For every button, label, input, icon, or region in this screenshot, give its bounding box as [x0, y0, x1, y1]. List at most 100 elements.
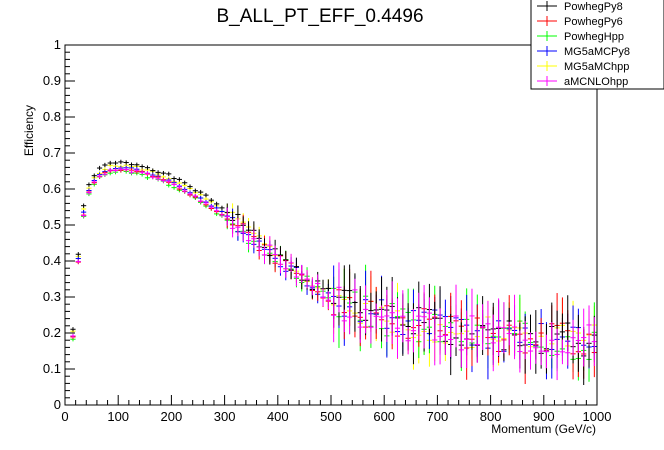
y-tick-label: 0.7 [43, 145, 61, 160]
data-point [134, 168, 140, 173]
data-point [123, 160, 129, 165]
x-tick-label: 100 [107, 409, 129, 424]
data-point [293, 267, 300, 286]
data-point [112, 168, 119, 173]
data-point [469, 288, 475, 344]
data-point [166, 179, 172, 184]
x-tick-label: 1000 [583, 409, 612, 424]
data-point [325, 291, 331, 310]
data-point [166, 171, 172, 177]
data-point [112, 160, 119, 166]
legend-label: MG5aMChpp [564, 61, 629, 73]
data-point [405, 327, 411, 355]
data-point [118, 167, 124, 172]
data-point [91, 173, 97, 178]
data-point [410, 308, 417, 353]
data-point [437, 308, 443, 365]
legend-label: PowhegHpp [564, 31, 624, 43]
data-point [362, 285, 369, 334]
data-point [70, 327, 76, 332]
legend-label: PowhegPy8 [564, 1, 623, 13]
data-point [86, 182, 92, 187]
data-point [309, 277, 315, 296]
data-point [448, 321, 454, 358]
data-point [559, 339, 566, 365]
data-point [107, 168, 113, 173]
data-point [400, 290, 406, 343]
data-point [261, 245, 268, 264]
data-point [299, 264, 305, 283]
data-point [272, 245, 278, 264]
data-point [490, 314, 496, 372]
data-point [511, 294, 518, 360]
data-point [96, 165, 103, 171]
legend-entry-MG5aMCPy8: MG5aMCPy8 [537, 46, 630, 58]
x-axis-title: Momentum (GeV/c) [491, 422, 596, 436]
data-point [373, 303, 379, 330]
data-point [123, 167, 129, 172]
data-point [229, 219, 236, 238]
data-point [517, 330, 523, 373]
data-point [192, 193, 198, 199]
data-point [485, 300, 491, 347]
data-point [549, 322, 555, 359]
y-tick-label: 0.3 [43, 289, 61, 304]
data-point [538, 337, 544, 366]
data-point [128, 162, 135, 167]
data-point [86, 190, 92, 195]
y-tick-label: 0.6 [43, 181, 61, 196]
data-point [96, 174, 103, 179]
y-axis-title: Efficiency [22, 105, 36, 156]
data-point [208, 198, 214, 203]
x-tick-label: 500 [320, 409, 342, 424]
legend-entry-aMCNLOhpp: aMCNLOhpp [537, 76, 628, 88]
data-point [384, 289, 390, 342]
legend-entry-PowhegPy6: PowhegPy6 [537, 16, 623, 28]
data-point [458, 332, 464, 368]
data-point [187, 184, 193, 189]
data-point [214, 208, 220, 213]
data-point [219, 212, 225, 218]
x-tick-label: 200 [161, 409, 183, 424]
data-point [591, 317, 597, 367]
legend-entry-MG5aMChpp: MG5aMChpp [537, 61, 629, 73]
x-tick-label: 700 [427, 409, 449, 424]
data-point [283, 259, 289, 278]
data-point [150, 175, 156, 180]
data-point [543, 334, 550, 369]
x-tick-label: 800 [480, 409, 502, 424]
data-point [416, 292, 422, 340]
data-point [341, 309, 347, 333]
data-point [527, 332, 534, 370]
data-point [171, 182, 177, 187]
data-point [118, 159, 124, 165]
data-point [70, 333, 76, 339]
data-point [251, 229, 257, 248]
data-point [533, 331, 539, 364]
data-point [474, 326, 480, 363]
data-point [208, 204, 214, 210]
data-point [81, 203, 87, 208]
data-point [107, 160, 113, 166]
data-point [426, 297, 433, 329]
data-point [320, 288, 326, 307]
data-point [160, 178, 167, 183]
x-tick-label: 300 [214, 409, 236, 424]
data-point [187, 191, 193, 197]
data-point [347, 299, 353, 335]
y-tick-label: 0.8 [43, 109, 61, 124]
series-aMCNLOhpp [70, 167, 597, 381]
data-point [378, 305, 385, 329]
data-point [495, 298, 502, 357]
data-point [198, 198, 204, 204]
data-point [389, 281, 395, 345]
data-point [176, 184, 182, 190]
data-point [288, 253, 294, 272]
chart-title: B_ALL_PT_EFF_0.4496 [216, 6, 423, 27]
data-point [171, 176, 177, 181]
data-point [331, 288, 337, 343]
data-point [368, 310, 374, 344]
y-tick-label: 1 [54, 37, 61, 52]
data-point [522, 321, 528, 360]
